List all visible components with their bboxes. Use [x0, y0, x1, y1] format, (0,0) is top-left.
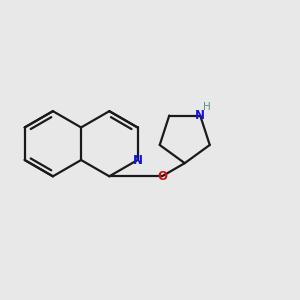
Text: N: N [195, 109, 205, 122]
Text: H: H [202, 102, 210, 112]
Text: N: N [133, 154, 142, 166]
Text: O: O [157, 170, 167, 183]
